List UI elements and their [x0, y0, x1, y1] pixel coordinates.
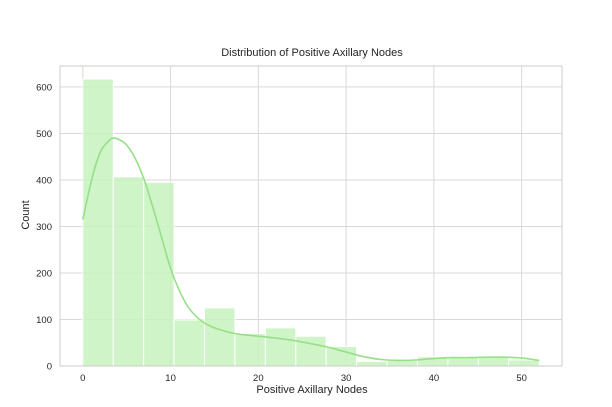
histogram-bar: [173, 319, 206, 367]
y-tick-label: 300: [36, 222, 52, 233]
chart-title: Distribution of Positive Axillary Nodes: [221, 47, 403, 59]
x-tick-label: 40: [429, 373, 440, 384]
histogram-bar: [477, 356, 510, 367]
kde-layer: [82, 137, 540, 362]
histogram-bar: [82, 78, 114, 367]
y-tick-label: 500: [36, 129, 52, 140]
histogram-bar: [112, 176, 145, 367]
y-tick-labels: 0 100 200 300 400 500 600: [36, 82, 52, 372]
histogram-bar: [386, 359, 418, 367]
x-tick-label: 20: [253, 373, 264, 384]
y-tick-label: 100: [36, 315, 52, 326]
x-tick-label: 30: [341, 373, 352, 384]
histogram-bar: [143, 181, 175, 367]
y-tick-label: 0: [47, 362, 52, 373]
histogram-bar: [508, 359, 540, 367]
x-tick-label: 10: [165, 373, 176, 384]
x-tick-label: 50: [516, 373, 527, 384]
kde-line: [82, 137, 540, 362]
plot-frame: [59, 65, 563, 367]
y-axis-label: Count: [20, 200, 32, 229]
histogram-bar: [204, 307, 236, 367]
histogram-bar: [356, 360, 388, 367]
y-tick-label: 400: [36, 175, 52, 186]
histogram-bar: [325, 345, 358, 367]
histogram-bar: [295, 335, 327, 367]
bars-layer: [82, 78, 540, 367]
x-axis-label: Positive Axillary Nodes: [256, 384, 368, 396]
histogram-bar: [234, 332, 266, 367]
histogram-bar: [264, 327, 297, 367]
y-tick-label: 600: [36, 82, 52, 93]
x-tick-labels: 0 10 20 30 40 50: [80, 373, 527, 384]
x-tick-label: 0: [80, 373, 85, 384]
y-tick-label: 200: [36, 268, 52, 279]
